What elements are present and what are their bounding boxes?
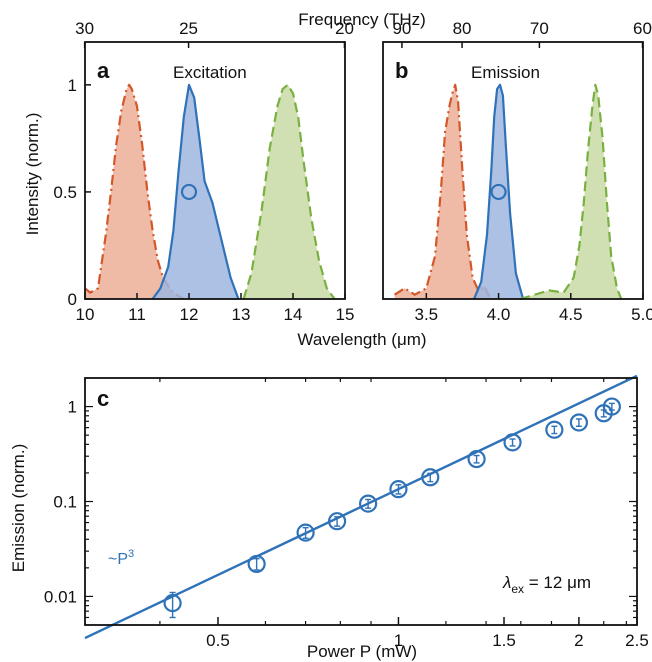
data-point (602, 397, 621, 416)
panel-title: Emission (471, 63, 540, 82)
spectrum-fill-green (243, 84, 335, 299)
data-point (359, 494, 378, 513)
data-point (467, 449, 486, 469)
marker-circle (490, 183, 507, 201)
spectrum-line-blue (472, 83, 525, 300)
x-tick-label: 3.5 (415, 305, 439, 324)
x-tick-label: 2 (574, 631, 583, 650)
fit-label: ~P3 (108, 548, 134, 568)
panel-letter: c (97, 386, 109, 411)
top-tick-label: 30 (75, 19, 94, 38)
panel-c-power-dependence: 0.5 1 1.5 2 2.5 0.01 0.1 1 c ~P3 λex = 12 μm (44, 374, 649, 650)
y-tick-label: 0.5 (53, 183, 77, 202)
data-point (247, 554, 266, 574)
panel-letter: b (395, 58, 408, 83)
top-tick-label: 90 (392, 19, 411, 38)
wavelength-axis-label: Wavelength (μm) (297, 330, 426, 349)
x-tick-label: 11 (128, 305, 146, 324)
data-point (327, 512, 347, 531)
x-tick-label: 12 (180, 305, 199, 324)
spectrum-line-blue (151, 83, 240, 300)
plot-frame (84, 377, 638, 626)
data-point (163, 594, 182, 613)
spectrum-line-green (519, 83, 623, 301)
panel-b-emission: 3.5 4.0 4.5 5.0 90 80 70 60 b Emission (382, 19, 652, 324)
plot-frame (382, 41, 644, 300)
marker-circle (180, 183, 198, 201)
excitation-wavelength-annotation: λex = 12 μm (502, 573, 591, 596)
spectrum-line-green (242, 83, 336, 300)
x-tick-label: 13 (232, 305, 251, 324)
data-point (503, 433, 522, 452)
x-tick-label: 2.5 (625, 631, 649, 650)
x-tick-label: 1 (394, 631, 403, 650)
top-tick-label: 25 (179, 19, 198, 38)
panel-title: Excitation (173, 63, 247, 82)
data-point (545, 420, 564, 439)
data-point (296, 523, 315, 542)
x-tick-label: 4.0 (487, 305, 511, 324)
panel-letter: a (97, 58, 110, 83)
x-tick-label: 4.5 (559, 305, 583, 324)
spectrum-line-red (394, 83, 494, 300)
data-point (421, 468, 440, 487)
spectrum-fill-red (394, 84, 493, 299)
plot-frame (84, 41, 346, 300)
y-tick-label: 1 (68, 398, 77, 417)
data-point (569, 413, 589, 432)
y-tick-label: 0.01 (44, 587, 77, 606)
emission-axis-label: Emission (norm.) (9, 444, 28, 572)
top-tick-label: 70 (530, 19, 549, 38)
y-tick-label: 0 (68, 290, 77, 309)
power-axis-label: Power P (mW) (307, 642, 417, 661)
x-tick-label: 15 (336, 305, 355, 324)
x-tick-label: 1.5 (492, 631, 516, 650)
y-tick-label: 1 (68, 76, 77, 95)
frequency-axis-label: Frequency (THz) (298, 10, 426, 29)
x-tick-label: 5.0 (631, 305, 652, 324)
y-tick-label: 0.1 (53, 493, 77, 512)
top-tick-label: 60 (633, 19, 652, 38)
panel-a-excitation: 10 11 12 13 14 15 30 25 20 0 0.5 1 a Excitation (53, 19, 354, 324)
top-tick-label: 20 (335, 19, 354, 38)
spectrum-fill-red (85, 84, 184, 299)
spectrum-fill-green (520, 84, 622, 299)
top-tick-label: 80 (453, 19, 472, 38)
x-tick-label: 0.5 (206, 631, 230, 650)
intensity-axis-label: Intensity (norm.) (23, 113, 42, 236)
x-tick-label: 10 (76, 305, 95, 324)
x-tick-label: 14 (284, 305, 303, 324)
data-point (389, 480, 408, 499)
